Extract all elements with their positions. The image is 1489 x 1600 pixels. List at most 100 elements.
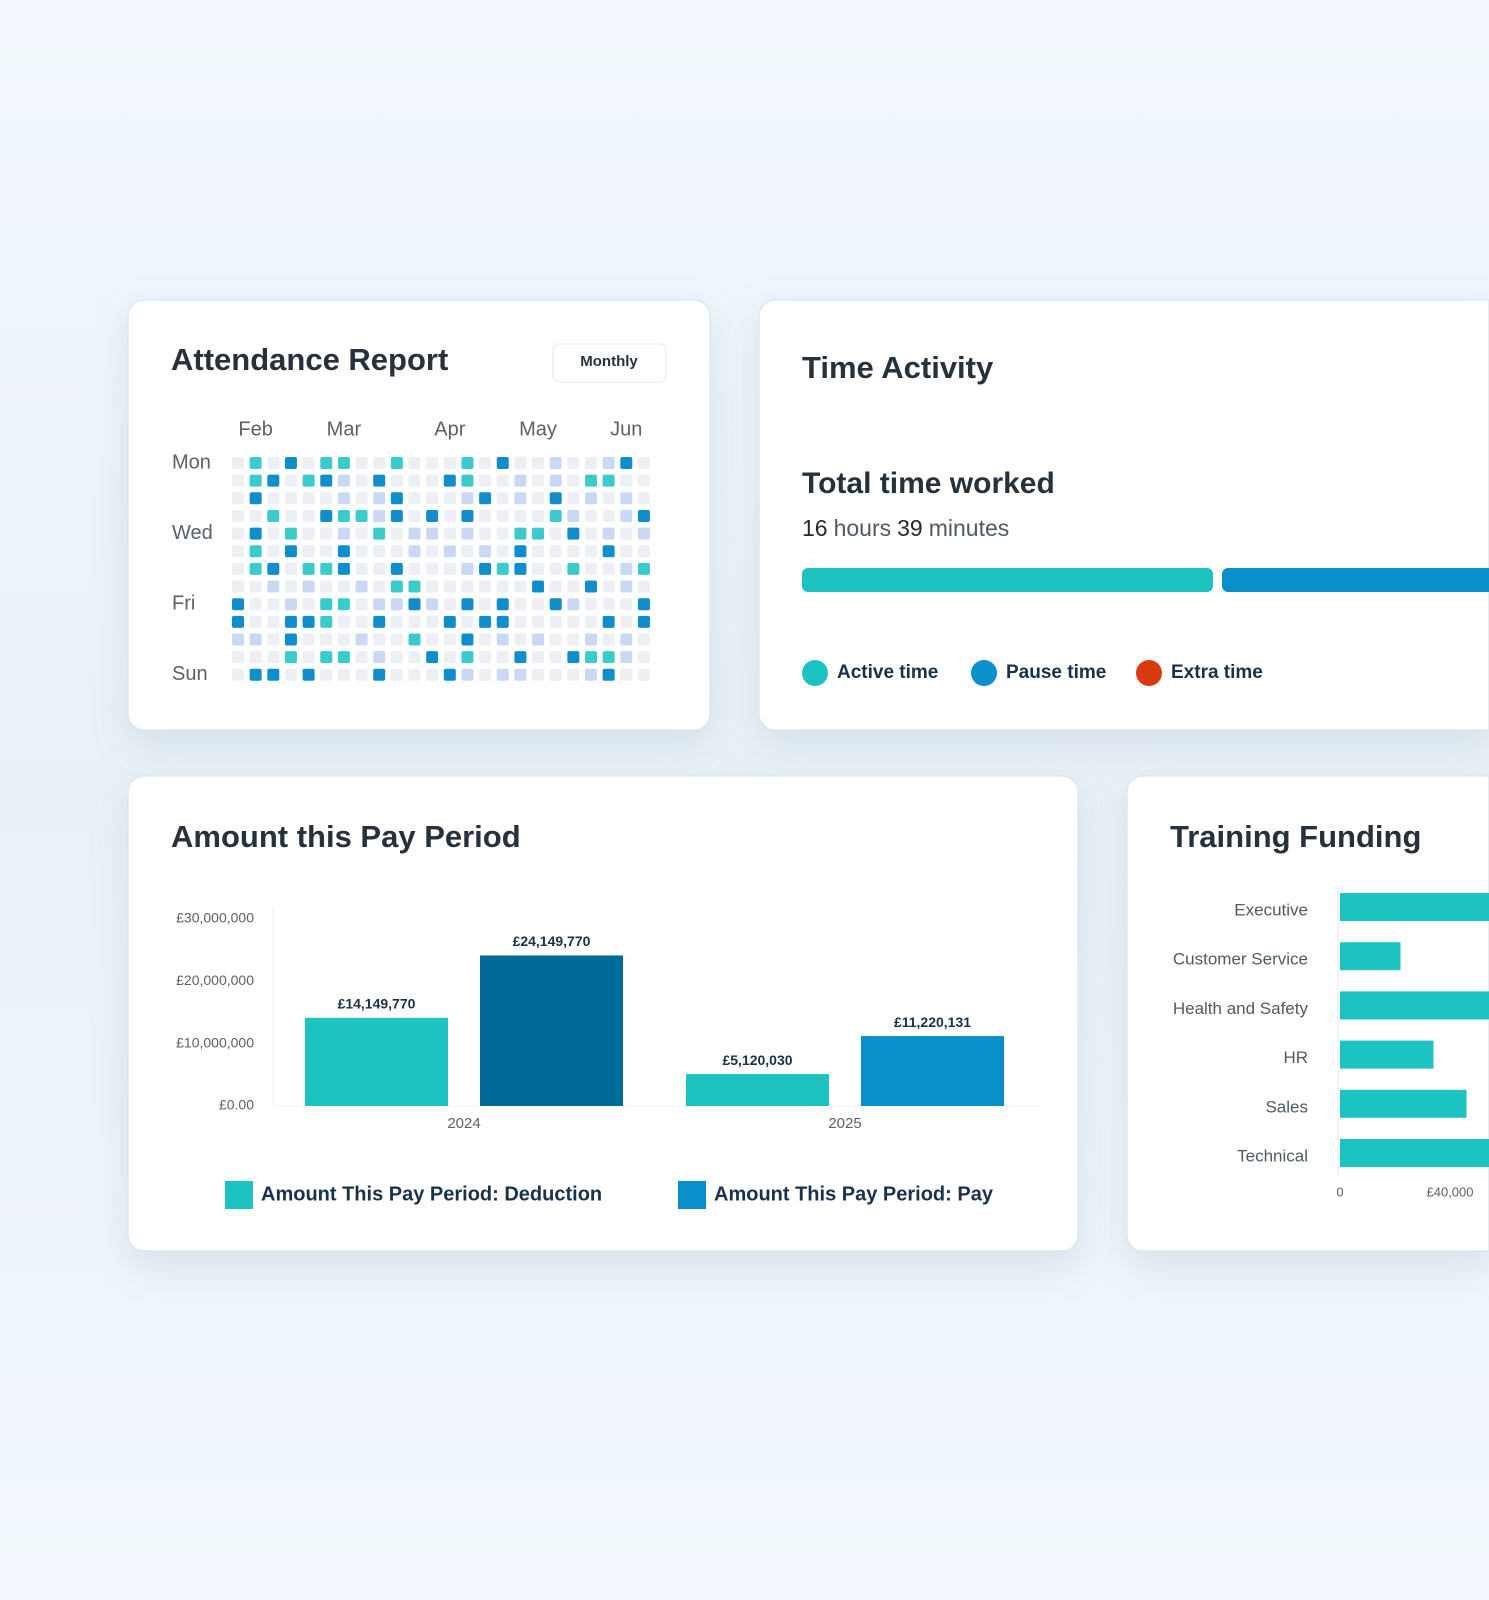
- attendance-cell: [284, 527, 297, 540]
- attendance-cell: [443, 598, 456, 611]
- attendance-cell: [620, 474, 633, 487]
- attendance-cell: [373, 615, 386, 628]
- month-label: Feb: [238, 418, 272, 440]
- attendance-cell: [337, 492, 350, 505]
- attendance-cell: [232, 474, 244, 487]
- bar: [1340, 942, 1401, 971]
- attendance-cell: [461, 457, 474, 469]
- attendance-cell: [249, 492, 262, 505]
- attendance-cell: [302, 545, 315, 558]
- attendance-cell: [390, 633, 403, 646]
- attendance-cell: [602, 580, 615, 593]
- attendance-cell: [620, 615, 633, 628]
- attendance-cell: [514, 457, 527, 469]
- attendance-cell: [426, 457, 439, 469]
- attendance-cell: [373, 545, 386, 558]
- attendance-cell: [479, 562, 492, 575]
- attendance-cell: [602, 509, 615, 522]
- clip-area: [1340, 893, 1489, 1167]
- attendance-cell: [514, 668, 527, 681]
- attendance-cell: [337, 457, 350, 469]
- attendance-cell: [620, 633, 633, 646]
- attendance-cell: [373, 633, 386, 646]
- attendance-cell: [479, 615, 492, 628]
- attendance-cell: [602, 545, 615, 558]
- x-tick-label: 2025: [828, 1115, 861, 1132]
- attendance-cell: [514, 598, 527, 611]
- subtitle: Total time worked: [802, 467, 1055, 500]
- attendance-cell: [373, 598, 386, 611]
- attendance-cell: [232, 509, 244, 522]
- attendance-cell: [461, 509, 474, 522]
- bar: [1340, 991, 1489, 1020]
- attendance-cell: [320, 474, 333, 487]
- attendance-cell: [567, 545, 580, 558]
- period-button-label[interactable]: Monthly: [580, 353, 638, 370]
- attendance-cell: [549, 474, 562, 487]
- attendance-cell: [320, 562, 333, 575]
- attendance-cell: [637, 615, 650, 628]
- attendance-cell: [408, 633, 421, 646]
- attendance-cell: [443, 474, 456, 487]
- attendance-cell: [373, 492, 386, 505]
- attendance-cell: [390, 598, 403, 611]
- attendance-cell: [443, 527, 456, 540]
- attendance-cell: [479, 668, 492, 681]
- attendance-cell: [320, 492, 333, 505]
- attendance-cell: [320, 509, 333, 522]
- attendance-cell: [302, 598, 315, 611]
- period-button[interactable]: [552, 343, 667, 383]
- attendance-cell: [337, 668, 350, 681]
- attendance-cell: [408, 457, 421, 469]
- attendance-cell: [496, 562, 509, 575]
- attendance-cell: [532, 668, 545, 681]
- attendance-cell: [320, 580, 333, 593]
- attendance-cell: [267, 527, 280, 540]
- attendance-cell: [585, 615, 597, 628]
- attendance-cell: [585, 651, 597, 664]
- legend-swatch: [678, 1181, 706, 1209]
- total-hours: 16: [802, 515, 828, 541]
- attendance-cell: [373, 580, 386, 593]
- attendance-cell: [373, 509, 386, 522]
- attendance-cell: [620, 651, 633, 664]
- attendance-cell: [408, 651, 421, 664]
- attendance-cell: [284, 474, 297, 487]
- attendance-cell: [337, 509, 350, 522]
- attendance-cell: [514, 492, 527, 505]
- attendance-cell: [514, 545, 527, 558]
- y-tick-label: £0.00: [219, 1097, 254, 1113]
- attendance-cell: [479, 509, 492, 522]
- attendance-cell: [390, 580, 403, 593]
- attendance-cell: [585, 633, 597, 646]
- attendance-cell: [585, 527, 597, 540]
- attendance-cell: [461, 474, 474, 487]
- attendance-cell: [443, 457, 456, 469]
- attendance-cell: [637, 668, 650, 681]
- attendance-cell: [567, 633, 580, 646]
- attendance-cell: [567, 457, 580, 469]
- attendance-cell: [249, 457, 262, 469]
- attendance-cell: [496, 615, 509, 628]
- attendance-cell: [249, 598, 262, 611]
- attendance-cell: [514, 474, 527, 487]
- attendance-cell: [408, 668, 421, 681]
- attendance-cell: [549, 545, 562, 558]
- attendance-cell: [249, 615, 262, 628]
- category-label: Technical: [1237, 1146, 1308, 1165]
- attendance-cell: [496, 651, 509, 664]
- attendance-cell: [461, 633, 474, 646]
- attendance-cell: [637, 562, 650, 575]
- attendance-cell: [585, 598, 597, 611]
- attendance-cell: [249, 668, 262, 681]
- attendance-cell: [532, 562, 545, 575]
- attendance-cell: [479, 580, 492, 593]
- attendance-cell: [532, 509, 545, 522]
- attendance-cell: [479, 598, 492, 611]
- attendance-cell: [232, 545, 244, 558]
- attendance-cell: [337, 474, 350, 487]
- attendance-cell: [284, 509, 297, 522]
- attendance-cell: [284, 633, 297, 646]
- month-label: Jun: [610, 418, 642, 440]
